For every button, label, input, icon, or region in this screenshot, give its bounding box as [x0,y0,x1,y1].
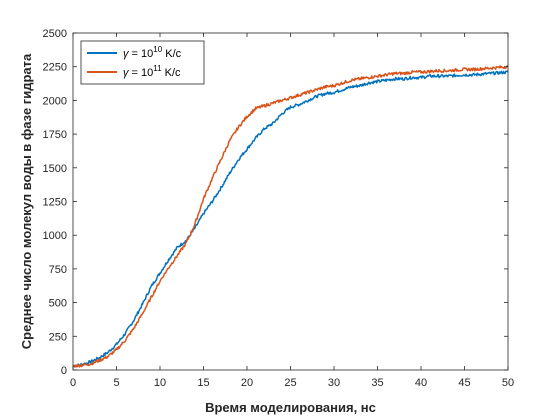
x-tick-label: 40 [415,377,427,389]
x-tick-label: 0 [70,377,76,389]
axes-layer: 0 5 10 15 20 25 30 35 40 45 5002505007501000125015… [43,28,515,389]
x-tick-label: 50 [502,377,514,389]
series-layer [72,65,509,368]
series-line-1 [72,70,509,368]
y-tick-label: 2500 [43,28,67,40]
x-tick-label: 5 [113,377,119,389]
x-tick-label: 15 [197,377,209,389]
y-tick-label: 0 [61,365,67,377]
x-tick-label: 45 [458,377,470,389]
series-line-2 [72,65,509,368]
x-tick-label: 35 [371,377,383,389]
x-tick-label: 30 [328,377,340,389]
y-tick-label: 750 [49,264,67,276]
x-tick-label: 25 [284,377,296,389]
x-tick-label: 20 [241,377,253,389]
legend-entry-2: γ = 1011 K/c [123,64,181,79]
legend-box [80,40,205,85]
legend-entry-1: γ = 1010 K/c [123,45,182,60]
plot-area [73,33,508,370]
x-tick-label: 10 [154,377,166,389]
plot-background [73,33,508,370]
x-axis-label: Время моделирования, нс [205,400,376,415]
y-tick-label: 1750 [43,129,67,141]
y-tick-label: 250 [49,331,67,343]
y-tick-label: 1250 [43,197,67,209]
legend: γ = 1010 K/c γ = 1011 K/c [80,40,205,85]
y-tick-label: 2250 [43,62,67,74]
y-tick-label: 2000 [43,95,67,107]
y-tick-label: 500 [49,298,67,310]
y-tick-label: 1500 [43,163,67,175]
y-axis-label: Среднее число молекул воды в фазе гидрат… [19,53,34,349]
y-tick-label: 1000 [43,230,67,242]
